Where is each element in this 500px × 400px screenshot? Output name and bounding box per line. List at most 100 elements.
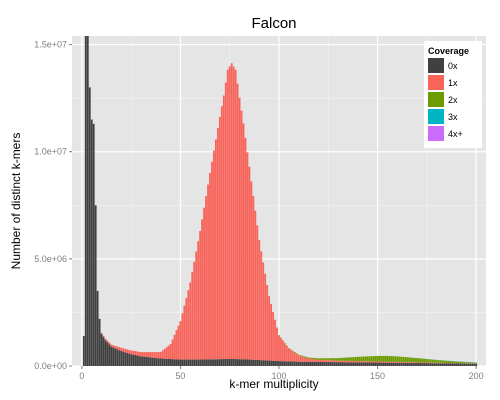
bar-1x-113: [303, 357, 306, 362]
bar-1x-92: [262, 262, 265, 361]
bar-0x-32: [144, 356, 146, 366]
chart-title: Falcon: [251, 15, 296, 32]
bar-2x-118: [313, 357, 316, 360]
bar-2x-193: [461, 361, 464, 364]
bar-2x-166: [408, 357, 411, 363]
bar-1x-174: [423, 362, 426, 364]
bar-2x-164: [404, 357, 407, 363]
bar-0x-70: [218, 359, 221, 366]
legend: Coverage 0x 1x 2x 3x 4x+: [424, 41, 482, 148]
bar-1x-145: [366, 361, 369, 363]
bar-1x-130: [337, 360, 340, 363]
legend-swatch-0x: [428, 58, 444, 73]
bar-2x-135: [347, 357, 349, 361]
legend-label-1x: 1x: [448, 78, 458, 88]
bar-2x-139: [354, 356, 357, 362]
bar-1x-25: [130, 350, 133, 355]
bar-0x-106: [289, 361, 292, 366]
bar-2x-133: [343, 357, 345, 361]
bar-1x-137: [351, 360, 353, 363]
bar-1x-57: [193, 261, 196, 360]
bar-1x-81: [240, 110, 243, 360]
bar-2x-172: [420, 358, 422, 363]
bar-1x-153: [382, 361, 385, 363]
bar-1x-173: [422, 362, 424, 364]
bar-0x-182: [439, 363, 442, 366]
bar-0x-91: [260, 360, 263, 366]
bar-0x-113: [303, 361, 306, 366]
bar-0x-195: [465, 363, 468, 366]
bar-2x-124: [325, 358, 328, 361]
bar-2x-149: [374, 356, 377, 362]
bar-2x-184: [443, 360, 446, 363]
bar-0x-9: [98, 318, 101, 366]
bar-2x-170: [416, 358, 418, 363]
bar-1x-22: [124, 348, 127, 353]
bar-0x-84: [246, 359, 249, 366]
bar-2x-159: [394, 356, 397, 362]
bar-2x-122: [321, 358, 324, 360]
bar-0x-199: [473, 363, 476, 366]
bar-0x-131: [339, 362, 342, 366]
bar-1x-48: [175, 330, 178, 360]
bar-0x-83: [244, 359, 247, 366]
bar-2x-190: [455, 361, 458, 364]
bar-2x-127: [331, 358, 334, 361]
bar-0x-55: [189, 359, 192, 366]
bar-2x-196: [467, 362, 470, 364]
bar-1x-122: [321, 359, 324, 362]
bar-0x-90: [258, 360, 261, 366]
bar-0x-116: [309, 361, 312, 366]
bar-1x-161: [398, 361, 401, 363]
bar-1x-69: [216, 128, 219, 360]
bar-1x-79: [236, 83, 239, 360]
bar-0x-99: [276, 360, 278, 366]
bar-1x-34: [147, 352, 150, 358]
bar-0x-30: [140, 356, 142, 366]
bar-0x-69: [216, 359, 219, 366]
bar-0x-102: [282, 361, 284, 366]
bar-0x-20: [120, 351, 123, 366]
bar-0x-49: [177, 359, 180, 366]
x-tick-label: 50: [175, 371, 185, 381]
bar-0x-56: [191, 359, 194, 366]
bar-1x-156: [388, 361, 391, 363]
bar-0x-1: [82, 336, 85, 366]
bar-2x-128: [333, 358, 336, 361]
bar-1x-100: [278, 335, 280, 362]
bar-1x-168: [412, 362, 414, 363]
bar-1x-138: [353, 360, 355, 363]
bar-0x-133: [343, 362, 345, 366]
bar-2x-199: [473, 362, 476, 364]
bar-0x-89: [256, 359, 259, 366]
bar-0x-80: [238, 359, 241, 366]
bar-1x-71: [220, 106, 223, 360]
bar-1x-136: [349, 360, 351, 363]
bar-1x-13: [106, 340, 109, 343]
bar-0x-62: [203, 359, 205, 366]
legend-swatch-4x+: [428, 126, 444, 141]
bar-1x-160: [396, 361, 399, 363]
bar-0x-24: [128, 353, 131, 366]
bar-0x-121: [319, 361, 322, 366]
bar-1x-108: [293, 352, 296, 362]
bar-2x-108: [293, 352, 296, 353]
bar-0x-161: [398, 362, 401, 366]
bar-0x-13: [106, 342, 109, 366]
bar-2x-169: [414, 357, 416, 363]
bar-0x-26: [132, 354, 135, 366]
bar-1x-64: [207, 184, 209, 360]
bar-1x-11: [102, 335, 105, 338]
bar-0x-176: [427, 363, 430, 366]
bar-2x-107: [291, 350, 294, 352]
bar-1x-67: [213, 150, 215, 360]
bar-2x-146: [368, 356, 371, 362]
bar-1x-41: [161, 350, 164, 359]
bar-0x-155: [386, 362, 389, 366]
bar-0x-60: [199, 359, 202, 366]
bar-1x-39: [157, 352, 160, 359]
bar-1x-84: [246, 152, 249, 360]
bar-0x-180: [435, 363, 438, 366]
bar-0x-96: [270, 360, 273, 366]
bar-0x-178: [431, 363, 434, 366]
